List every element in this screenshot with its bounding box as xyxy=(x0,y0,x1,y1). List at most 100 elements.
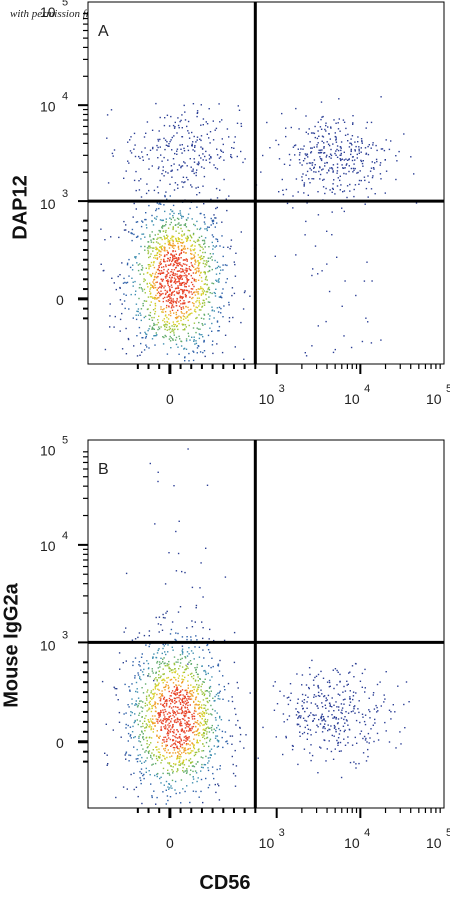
event-dot xyxy=(171,328,174,330)
event-dot xyxy=(360,151,362,153)
event-dot xyxy=(190,291,192,293)
event-dot xyxy=(310,702,312,704)
event-dot xyxy=(145,644,147,646)
event-dot xyxy=(191,297,193,300)
event-dot xyxy=(301,179,303,182)
event-dot xyxy=(234,785,237,787)
event-dot xyxy=(183,671,186,673)
event-dot xyxy=(200,287,202,290)
event-dot xyxy=(181,706,183,708)
event-dot xyxy=(160,203,162,205)
event-dot xyxy=(177,718,179,721)
event-dot xyxy=(168,552,170,554)
event-dot xyxy=(349,690,351,692)
event-dot xyxy=(149,462,151,465)
event-dot xyxy=(146,757,148,759)
event-dot xyxy=(176,706,179,709)
event-dot xyxy=(169,756,171,758)
event-dot xyxy=(344,729,346,731)
event-dot xyxy=(191,742,193,744)
event-dot xyxy=(361,713,364,715)
event-dot xyxy=(195,141,197,143)
event-dot xyxy=(149,282,151,284)
event-dot xyxy=(134,155,137,158)
event-dot xyxy=(162,772,164,775)
event-dot xyxy=(187,663,189,665)
event-dot xyxy=(212,665,214,668)
event-dot xyxy=(170,271,172,273)
event-dot xyxy=(379,173,382,175)
event-dot xyxy=(136,355,139,357)
event-dot xyxy=(190,684,192,686)
event-dot xyxy=(353,706,355,708)
event-dot xyxy=(129,690,131,692)
event-dot xyxy=(139,720,141,722)
event-dot xyxy=(151,316,153,319)
event-dot xyxy=(215,791,217,794)
event-dot xyxy=(114,687,116,690)
event-dot xyxy=(153,189,156,192)
event-dot xyxy=(168,259,171,261)
event-dot xyxy=(177,658,179,661)
event-dot xyxy=(211,219,213,222)
event-dot xyxy=(186,768,188,770)
event-dot xyxy=(166,260,168,262)
event-dot xyxy=(149,774,151,776)
event-dot xyxy=(136,221,139,223)
event-dot xyxy=(189,747,191,750)
event-dot xyxy=(320,747,322,749)
event-dot xyxy=(175,239,178,241)
event-dot xyxy=(190,269,192,271)
event-dot xyxy=(335,122,337,124)
event-dot xyxy=(202,710,204,713)
event-dot xyxy=(154,257,157,259)
event-dot xyxy=(140,225,143,228)
event-dot xyxy=(180,707,183,709)
event-dot xyxy=(207,786,210,789)
event-dot xyxy=(193,257,195,259)
event-dot xyxy=(230,245,232,248)
event-dot xyxy=(325,156,327,158)
event-dot xyxy=(195,279,197,281)
event-dot xyxy=(178,315,180,317)
event-dot xyxy=(162,266,165,268)
event-dot xyxy=(154,286,157,289)
event-dot xyxy=(328,686,331,688)
event-dot xyxy=(207,313,210,315)
event-dot xyxy=(116,688,118,690)
event-dot xyxy=(317,726,319,728)
event-dot xyxy=(215,735,217,737)
event-dot xyxy=(216,238,219,241)
event-dot xyxy=(157,319,159,321)
event-dot xyxy=(200,770,202,772)
event-dot xyxy=(146,346,148,348)
event-dot xyxy=(219,690,221,692)
event-dot xyxy=(377,710,379,712)
event-dot xyxy=(313,132,316,135)
event-dot xyxy=(191,713,193,716)
event-dot xyxy=(222,316,224,318)
event-dot xyxy=(157,684,159,687)
event-dot xyxy=(217,279,220,281)
event-dot xyxy=(206,731,208,733)
event-dot xyxy=(194,680,197,682)
event-dot xyxy=(172,298,174,300)
event-dot xyxy=(151,214,153,217)
event-dot xyxy=(322,179,324,181)
event-dot xyxy=(164,325,166,328)
event-dot xyxy=(333,179,335,181)
event-dot xyxy=(202,324,204,326)
event-dot xyxy=(136,262,138,264)
event-dot xyxy=(144,245,146,248)
event-dot xyxy=(132,264,134,266)
event-dot xyxy=(203,350,206,352)
event-dot xyxy=(178,290,180,292)
event-dot xyxy=(153,679,155,682)
event-dot xyxy=(163,249,165,252)
event-dot xyxy=(202,262,204,265)
event-dot xyxy=(201,148,204,150)
event-dot xyxy=(145,212,147,214)
event-dot xyxy=(142,692,145,694)
event-dot xyxy=(174,789,176,791)
event-dot xyxy=(185,276,187,278)
